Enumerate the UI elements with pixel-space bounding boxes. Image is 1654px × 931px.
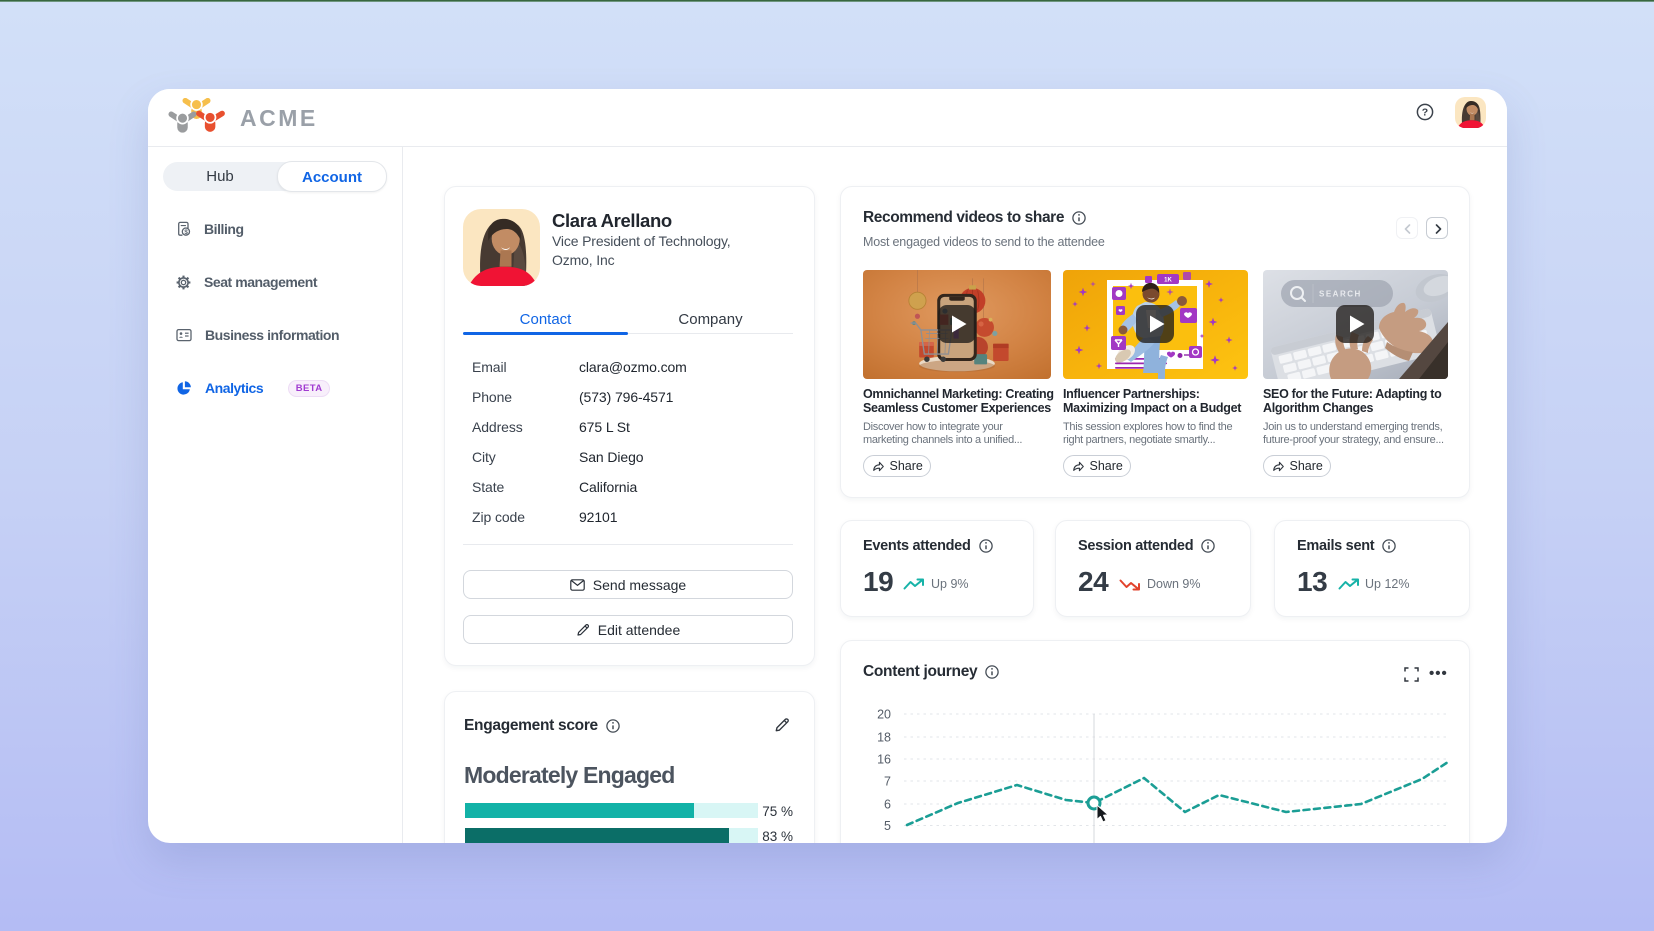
svg-text:SEARCH: SEARCH	[1319, 290, 1362, 299]
svg-text:6: 6	[884, 798, 891, 812]
svg-text:1K: 1K	[1164, 278, 1172, 284]
svg-text:$: $	[184, 229, 188, 236]
svg-text:5: 5	[884, 819, 891, 833]
svg-text:20: 20	[877, 708, 891, 722]
svg-text:?: ?	[1422, 107, 1428, 119]
svg-text:18: 18	[877, 731, 891, 745]
svg-text:7: 7	[884, 775, 891, 789]
svg-text:16: 16	[877, 753, 891, 767]
